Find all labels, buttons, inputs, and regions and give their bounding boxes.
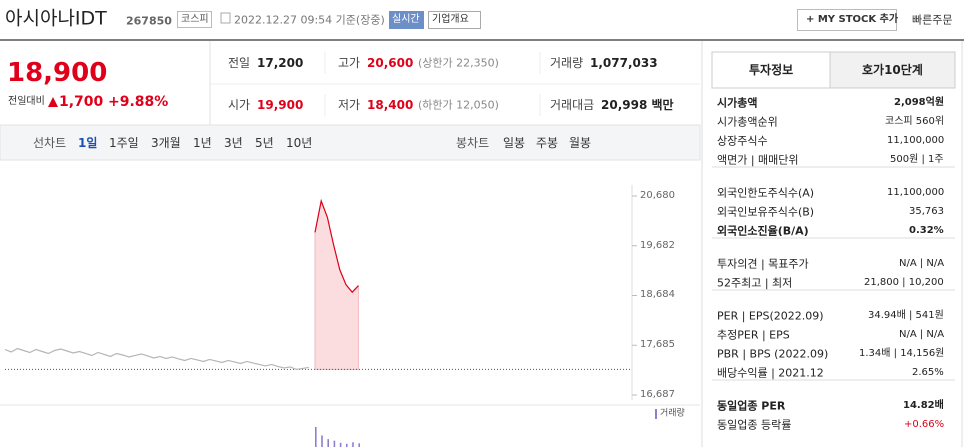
price-line (314, 198, 359, 294)
info-label: 외국인한도주식수(A) (717, 186, 815, 200)
summary-value: 18,400 (367, 98, 414, 112)
stock-name: 아시아나IDT (5, 7, 107, 30)
info-label: 외국인보유주식수(B) (717, 205, 815, 219)
volume-bar (333, 440, 336, 447)
summary-label: 고가 (338, 56, 361, 70)
info-value: 34.94배 | 541원 (868, 310, 944, 321)
realtime: 실시간 (392, 14, 420, 25)
info-value: +0.66% (904, 419, 945, 430)
company-info: 기업개요 (432, 14, 469, 25)
info-label: 동일업종 등락률 (717, 418, 792, 432)
candle-tab[interactable]: 일봉 (503, 136, 526, 150)
area (314, 199, 359, 370)
tab-group-label: 봉차트 (456, 136, 490, 150)
change-rate: +9.88% (108, 94, 169, 110)
summary-label: 거래대금 (550, 98, 595, 112)
summary-note: (상한가 22,350) (418, 56, 499, 70)
volume-bar (352, 442, 354, 447)
info-label: 액면가 | 매매단위 (717, 153, 799, 167)
volume-legend: 거래량 (660, 408, 685, 419)
info-value: 1.34배 | 14,156원 (859, 348, 945, 359)
info-value: 0.32% (909, 225, 944, 236)
price-line (4, 347, 309, 371)
period-tab[interactable]: 5년 (255, 136, 274, 150)
y-tick-label: 20,680 (640, 190, 675, 201)
info-value: 14.82배 (903, 400, 944, 411)
volume-bar (327, 439, 329, 447)
info-label: 외국인소진율(B/A) (717, 224, 809, 238)
realtime-badge (389, 11, 424, 29)
info-label: 투자의견 | 목표주가 (717, 257, 809, 271)
summary-label: 전일 (228, 56, 251, 70)
candle-tab[interactable]: 주봉 (536, 136, 559, 150)
change-label: 전일대비 (8, 96, 45, 107)
y-tick-label: 19,682 (640, 239, 675, 251)
market-badge (177, 11, 212, 28)
info-value: N/A | N/A (899, 258, 945, 269)
period-tab[interactable]: 10년 (286, 136, 313, 150)
info-value: 11,100,000 (887, 187, 945, 198)
volume-bar (346, 443, 348, 447)
volume-bar (339, 442, 342, 447)
summary-label: 거래량 (550, 56, 584, 70)
summary-note: (하한가 12,050) (418, 98, 499, 112)
market: 코스피 (181, 14, 209, 25)
summary-value: 1,077,033 (590, 56, 658, 70)
period-tab[interactable]: 3년 (224, 136, 243, 150)
volume-bar (321, 435, 323, 447)
y-tick-label: 17,685 (640, 339, 675, 351)
summary-value: 17,200 (257, 56, 304, 70)
add-button[interactable] (797, 9, 897, 31)
change: 1,700 (59, 94, 104, 110)
quick-order: 빠른주문 (912, 13, 953, 27)
summary-label: 시가 (228, 98, 251, 112)
info-label: 상장주식수 (717, 134, 768, 148)
y-tick-label: 18,684 (640, 289, 675, 301)
info-label: 시가총액 (717, 96, 758, 110)
info-label: 추정PER | EPS (717, 328, 790, 342)
info-value: 코스피 560위 (885, 116, 945, 127)
volume-bar (315, 427, 317, 447)
info-value: 500원 | 1주 (890, 154, 944, 165)
info-value: 2,098억원 (894, 97, 945, 108)
info-value: 2.65% (912, 367, 944, 378)
summary-value: 19,900 (257, 98, 304, 112)
info-value: 35,763 (909, 206, 944, 217)
info-value: 11,100,000 (887, 135, 945, 146)
summary-value: 20,998 백만 (601, 98, 674, 112)
info-label: PER | EPS(2022.09) (717, 309, 824, 323)
info-label: 동일업종 PER (717, 399, 786, 413)
volume-bar (358, 443, 360, 447)
timestamp: 2022.12.27 09:54 기준(장중) (234, 13, 385, 27)
my-stock-add: + MY STOCK 추가 (806, 14, 899, 25)
stock-code: 267850 (126, 14, 172, 28)
info-value: N/A | N/A (899, 329, 945, 340)
summary-value: 20,600 (367, 56, 414, 70)
info-label: 시가총액순위 (717, 115, 778, 129)
tab-group-label: 선차트 (33, 136, 67, 150)
info-tab[interactable]: 호가10단계 (862, 63, 923, 77)
info-tab[interactable]: 투자정보 (749, 63, 794, 77)
period-tab[interactable]: 3개월 (151, 136, 181, 150)
candle-tab[interactable]: 월봉 (569, 136, 592, 150)
y-tick-label: 16,687 (640, 389, 675, 400)
period-tab[interactable]: 1일 (78, 136, 98, 150)
info-label: 배당수익률 | 2021.12 (717, 366, 824, 380)
period-tab[interactable]: 1주일 (109, 136, 139, 150)
current-price: 18,900 (7, 58, 108, 88)
company-info-button[interactable] (428, 11, 481, 29)
summary-label: 저가 (338, 98, 361, 112)
period-tab[interactable]: 1년 (193, 136, 212, 150)
info-label: 52주최고 | 최저 (717, 276, 793, 290)
info-value: 21,800 | 10,200 (864, 277, 944, 288)
info-label: PBR | BPS (2022.09) (717, 347, 829, 361)
